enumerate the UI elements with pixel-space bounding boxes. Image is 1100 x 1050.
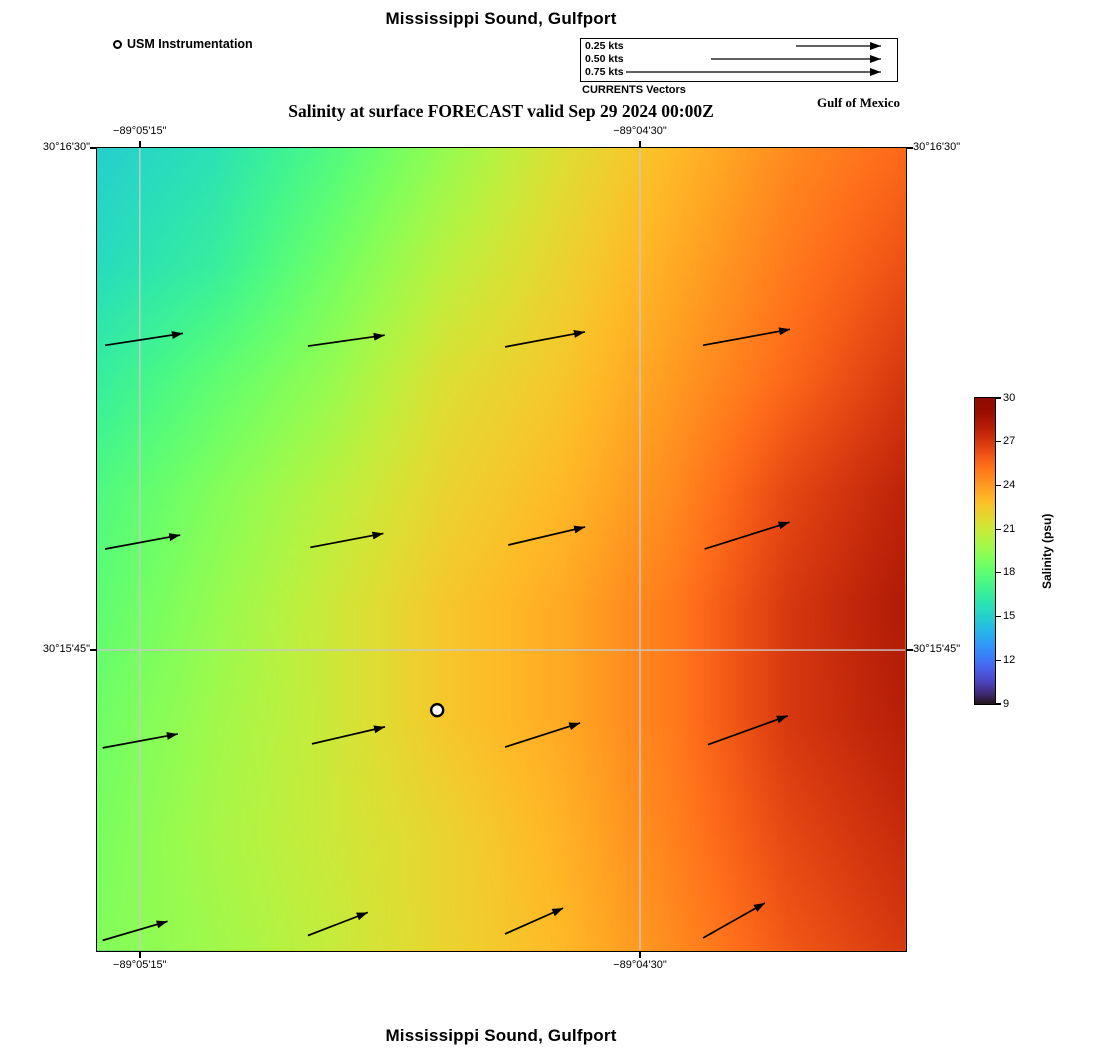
y-axis-tick-right — [907, 649, 913, 651]
current-vector-arrow — [504, 907, 564, 935]
colorbar-tick — [996, 615, 1001, 618]
x-axis-tick-label-bottom: −89°04'30" — [613, 959, 667, 971]
vector-scale-label: 0.75 kts — [585, 66, 624, 78]
usm-station-marker — [429, 703, 445, 718]
colorbar-tick-label: 21 — [1003, 522, 1016, 535]
current-vector-arrow — [702, 327, 791, 347]
salinity-heatmap — [97, 148, 905, 950]
page-title: Mississippi Sound, Gulfport — [385, 9, 617, 28]
colorbar-tick-label: 15 — [1003, 610, 1016, 623]
currents-vectors-caption: CURRENTS Vectors — [582, 84, 686, 96]
region-label: Gulf of Mexico — [816, 95, 901, 110]
usm-instrumentation-legend: USM Instrumentation — [113, 37, 253, 51]
y-axis-tick-right — [907, 147, 913, 149]
y-axis-tick-left — [90, 649, 96, 651]
x-axis-tick-bottom — [139, 952, 141, 958]
colorbar-tick-label: 9 — [1003, 697, 1010, 710]
current-vector-arrow — [707, 714, 789, 746]
current-vector-arrow — [102, 732, 178, 749]
current-vector-arrow — [102, 920, 168, 942]
current-vector-arrow — [704, 521, 790, 550]
colorbar-tick — [996, 441, 1001, 443]
x-axis-tick-label-bottom: −89°05'15" — [113, 959, 167, 971]
x-axis-tick-label-top: −89°04'30" — [613, 125, 667, 137]
colorbar-tick — [996, 659, 1001, 661]
y-axis-tick-left — [90, 147, 96, 149]
current-vector-arrow — [504, 722, 581, 748]
vector-scale-arrows — [626, 42, 881, 76]
colorbar-tick — [996, 572, 1001, 574]
current-vector-arrow — [104, 533, 181, 550]
current-vector-arrow — [508, 525, 586, 546]
y-axis-tick-label-right: 30°15'45" — [913, 643, 961, 656]
current-vector-arrow — [504, 330, 586, 348]
colorbar — [974, 397, 996, 705]
current-vector-arrow — [307, 911, 369, 937]
y-axis-tick-label-left: 30°15'45" — [42, 643, 90, 656]
current-vector-arrow — [104, 331, 184, 347]
vector-scale-label: 0.50 kts — [585, 53, 624, 65]
colorbar-tick-label: 12 — [1003, 653, 1016, 666]
usm-instrumentation-label: USM Instrumentation — [127, 37, 253, 51]
colorbar-gradient — [975, 398, 995, 704]
colorbar-tick-label: 30 — [1003, 391, 1016, 404]
colorbar-tick — [996, 703, 1001, 705]
vector-scale-label: 0.25 kts — [585, 40, 624, 52]
x-axis-tick-bottom — [639, 952, 641, 958]
current-vector-arrow — [310, 531, 384, 549]
forecast-subtitle: Salinity at surface FORECAST valid Sep 2… — [288, 101, 714, 121]
colorbar-tick-label: 18 — [1003, 566, 1016, 579]
y-axis-tick-label-left: 30°16'30" — [42, 141, 90, 153]
x-axis-tick-label-top: −89°05'15" — [113, 125, 167, 137]
current-vector-arrow — [311, 725, 386, 745]
y-axis-tick-label-right: 30°16'30" — [913, 141, 961, 153]
colorbar-tick-label: 24 — [1003, 478, 1016, 491]
x-axis-tick-top — [639, 141, 641, 147]
colorbar-tick — [996, 397, 1001, 399]
x-axis-tick-top — [139, 141, 141, 147]
colorbar-tick — [996, 484, 1001, 487]
colorbar-tick-label: 27 — [1003, 435, 1016, 448]
currents-vector-scale-box: 0.25 kts 0.50 kts 0.75 kts — [580, 38, 898, 82]
colorbar-axis-label: Salinity (psu) — [1040, 513, 1054, 589]
current-vector-arrow — [702, 902, 766, 939]
current-vector-arrow — [307, 332, 385, 347]
salinity-map — [96, 147, 907, 952]
map-overlay — [97, 148, 905, 950]
footer-title: Mississippi Sound, Gulfport — [385, 1026, 617, 1045]
colorbar-tick — [996, 528, 1001, 530]
station-circle-icon — [113, 39, 122, 49]
